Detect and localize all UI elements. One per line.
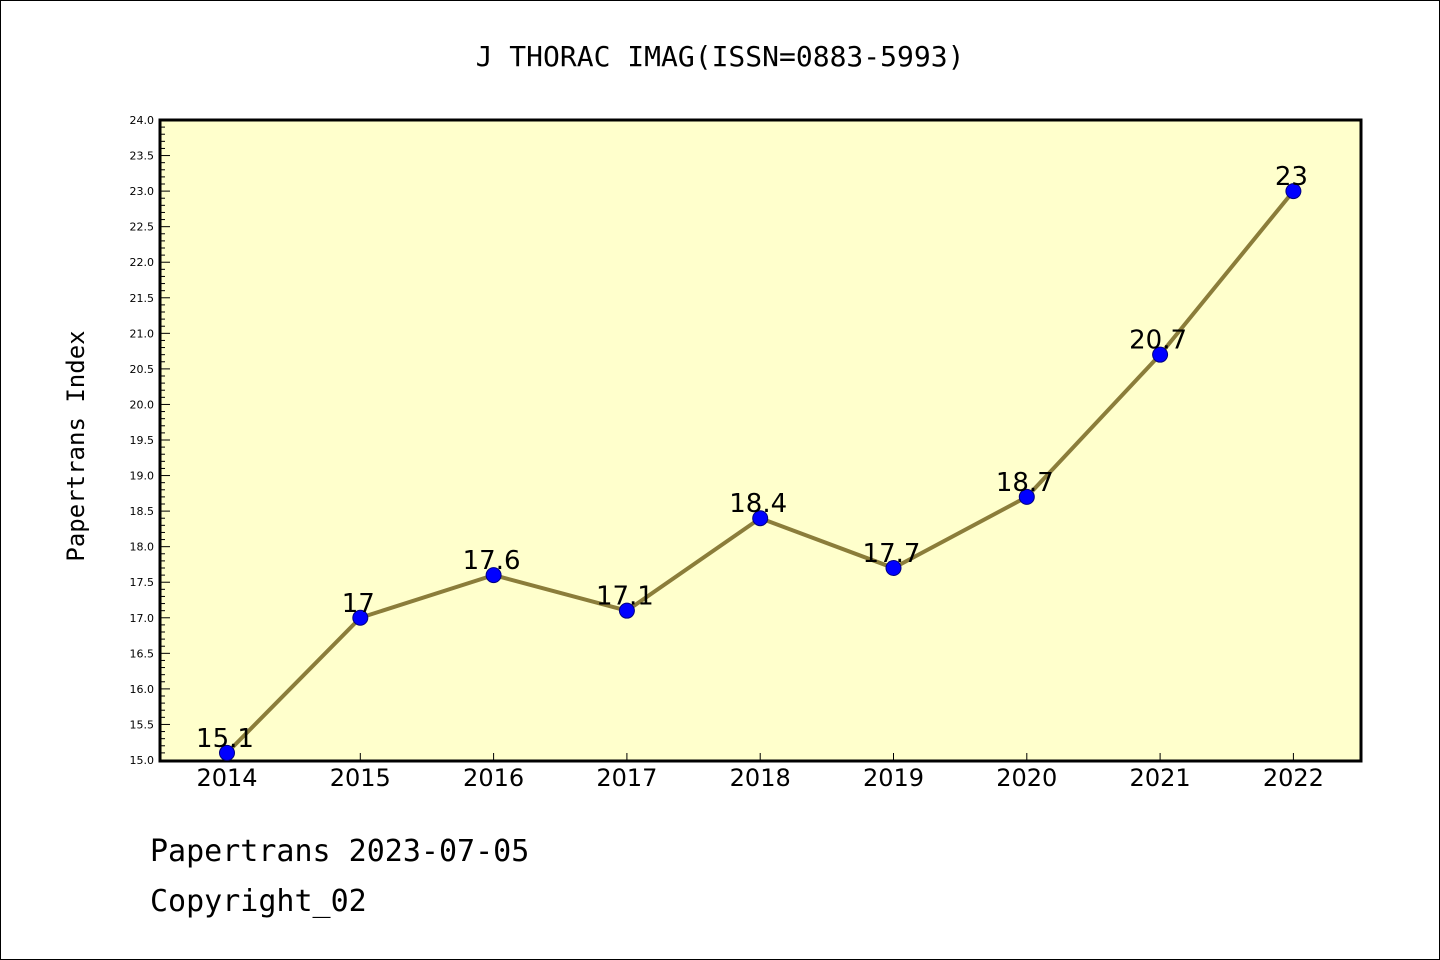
y-tick-label: 18.0 — [130, 541, 155, 554]
x-tick-label: 2018 — [730, 764, 791, 792]
y-tick-label: 21.0 — [130, 327, 155, 340]
data-label: 18.4 — [729, 489, 787, 519]
y-tick-label: 15.0 — [130, 754, 155, 767]
x-tick-label: 2022 — [1263, 764, 1324, 792]
y-tick-label: 20.0 — [130, 398, 155, 411]
y-axis: 15.0 15.5 16.0 16.5 17.0 17.5 18.0 18.5 19.0 19.5… — [130, 114, 170, 767]
data-point — [618, 602, 635, 619]
data-label: 17 — [342, 589, 375, 619]
data-label: 17.1 — [596, 582, 654, 612]
y-tick-label: 23.5 — [130, 150, 155, 163]
y-tick-label: 16.0 — [130, 683, 155, 696]
data-label: 20.7 — [1129, 326, 1187, 356]
footer-date-line: Papertrans 2023-07-05 — [150, 834, 530, 869]
y-tick-label: 22.5 — [130, 221, 155, 234]
data-point — [752, 510, 769, 527]
data-label: 23 — [1275, 162, 1308, 192]
x-tick-label: 2017 — [596, 764, 657, 792]
series-layer: 15.1 17 17.6 17.1 18.4 17.7 18.7 20.7 23 — [196, 162, 1308, 761]
data-point — [1152, 346, 1169, 363]
chart-title: J THORAC IMAG(ISSN=0883-5993) — [476, 40, 965, 73]
data-point — [1285, 183, 1302, 200]
x-tick-label: 2014 — [196, 764, 257, 792]
x-axis: 2014 2015 2016 2017 2018 2019 2020 2021 2022 — [196, 753, 1324, 792]
data-point — [1018, 488, 1035, 505]
y-tick-label: 21.5 — [130, 292, 155, 305]
x-tick-label: 2016 — [463, 764, 524, 792]
y-tick-label: 17.0 — [130, 612, 155, 625]
y-tick-label: 18.5 — [130, 505, 155, 518]
y-tick-label: 15.5 — [130, 718, 155, 731]
data-label: 15.1 — [196, 724, 254, 754]
footer-copyright-line: Copyright_02 — [150, 884, 367, 919]
y-tick-label: 24.0 — [130, 114, 155, 127]
y-tick-label: 23.0 — [130, 185, 155, 198]
data-point — [885, 560, 902, 576]
data-point — [485, 567, 502, 584]
plot-area — [158, 118, 1363, 763]
y-tick-label: 17.5 — [130, 576, 155, 589]
x-tick-label: 2015 — [330, 764, 391, 792]
x-tick-label: 2020 — [996, 764, 1057, 792]
y-axis-label: Papertrans Index — [62, 330, 90, 561]
y-tick-label: 20.5 — [130, 363, 155, 376]
data-label: 17.7 — [863, 539, 921, 569]
y-tick-label: 19.0 — [130, 470, 155, 483]
data-point — [219, 744, 235, 761]
y-tick-label: 19.5 — [130, 434, 155, 447]
x-tick-label: 2019 — [863, 764, 924, 792]
y-tick-label: 22.0 — [130, 256, 155, 269]
y-tick-label: 16.5 — [130, 647, 155, 660]
data-label: 17.6 — [463, 546, 521, 576]
data-label: 18.7 — [996, 468, 1054, 498]
x-tick-label: 2021 — [1130, 764, 1191, 792]
data-point — [352, 609, 369, 626]
